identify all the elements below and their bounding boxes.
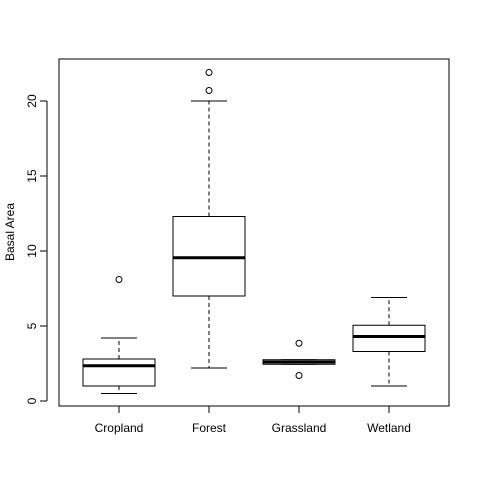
box-cropland: [82, 276, 156, 394]
boxes-group: [82, 69, 426, 394]
y-tick-label: 10: [25, 244, 39, 258]
y-tick-label: 20: [25, 94, 39, 108]
box-forest: [172, 69, 246, 369]
outlier-point: [115, 276, 123, 283]
x-tick-label: Grassland: [272, 421, 327, 435]
box-grassland: [262, 339, 336, 379]
y-axis-title: Basal Area: [3, 203, 17, 261]
plot-frame: [58, 58, 450, 407]
iqr-box: [352, 324, 426, 352]
y-tick-label: 5: [25, 322, 39, 329]
iqr-box: [82, 358, 156, 387]
outlier-point: [205, 69, 213, 76]
y-tick-label: 0: [25, 397, 39, 404]
x-tick-label: Forest: [192, 421, 227, 435]
x-tick-label: Cropland: [95, 421, 144, 435]
x-tick-label: Wetland: [367, 421, 411, 435]
box-wetland: [352, 297, 426, 387]
outlier-point: [295, 339, 303, 347]
x-axis: Cropland Forest Grassland Wetland: [95, 405, 411, 435]
outlier-point: [295, 372, 303, 379]
outlier-point: [205, 87, 213, 94]
y-tick-label: 15: [25, 169, 39, 183]
y-axis: 0 5 10 15 20: [25, 94, 48, 404]
